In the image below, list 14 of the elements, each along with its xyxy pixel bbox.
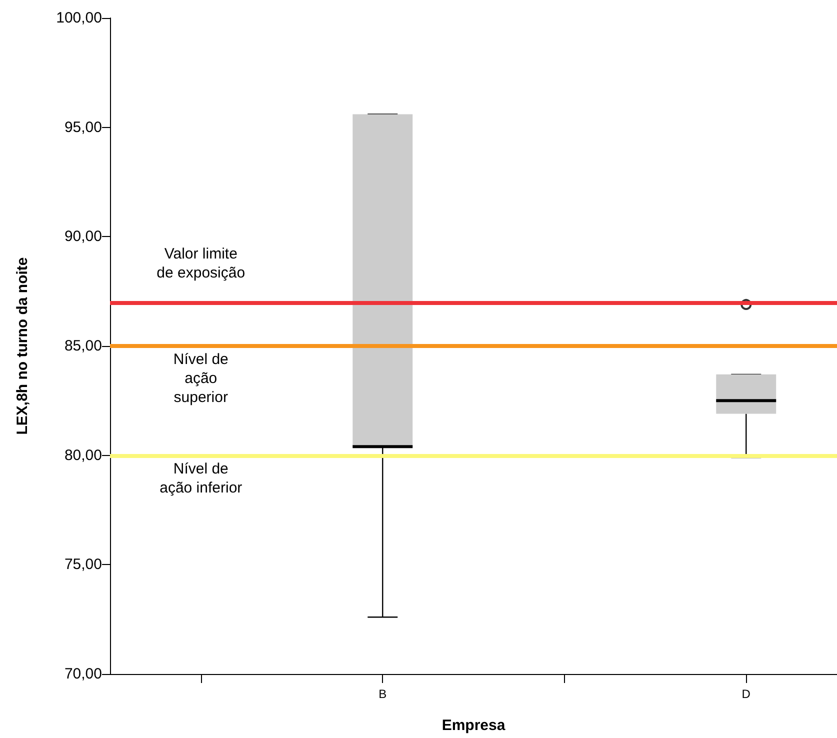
y-tick-label: 85,00 <box>64 338 102 354</box>
x-tick-label: D <box>742 687 751 701</box>
x-tick-label: B <box>378 687 387 701</box>
y-tick-label: 90,00 <box>64 228 102 246</box>
y-axis-title: LEX,8h no turno da noite <box>14 257 31 435</box>
ref-line-label: Nível de ação inferior <box>160 460 242 496</box>
y-tick-label: 95,00 <box>64 118 102 136</box>
y-tick-label: 75,00 <box>64 556 102 574</box>
y-tick-label: 80,00 <box>64 446 102 464</box>
ref-line-label: Valor limite de exposição <box>156 245 246 282</box>
ref-line-label: Nível de ação superior <box>173 351 228 406</box>
y-tick-label: 70,00 <box>64 666 102 682</box>
x-axis-title: Empresa <box>442 717 506 734</box>
y-tick-label: 100,00 <box>56 10 102 26</box>
